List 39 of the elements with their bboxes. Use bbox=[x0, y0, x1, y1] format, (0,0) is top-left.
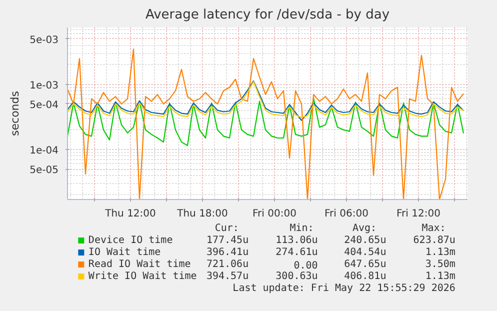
text: 647.65u bbox=[344, 259, 386, 270]
text: 3.50m bbox=[425, 259, 456, 270]
line-series bbox=[68, 97, 464, 146]
text: 300.63u bbox=[276, 271, 318, 282]
text: 274.61u bbox=[276, 247, 318, 258]
text: 113.06u bbox=[276, 235, 318, 246]
text: 177.45u bbox=[206, 235, 249, 246]
legend-label: Read IO Wait time bbox=[88, 259, 191, 270]
text: 1.13m bbox=[425, 271, 456, 282]
legend-label: Device IO time bbox=[88, 235, 173, 246]
text: 240.65u bbox=[344, 235, 386, 246]
text: Avg: bbox=[352, 223, 377, 234]
text: Max: bbox=[422, 223, 446, 234]
x-tick-label: Thu 12:00 bbox=[104, 208, 156, 220]
y-tick-label: 5e-04 bbox=[30, 100, 59, 111]
y-tick-label: 1e-04 bbox=[30, 145, 59, 156]
x-tick-label: Fri 12:00 bbox=[396, 208, 440, 220]
legend-label: Write IO Wait time bbox=[88, 271, 197, 282]
y-tick-label: 5e-03 bbox=[30, 34, 59, 46]
text: 406.81u bbox=[344, 271, 386, 282]
text: 0.00 bbox=[294, 260, 318, 272]
x-tick-label: Fri 00:00 bbox=[252, 208, 296, 220]
text: 396.41u bbox=[206, 247, 249, 258]
legend-label: IO Wait time bbox=[88, 247, 161, 258]
y-axis-title: seconds bbox=[8, 90, 22, 136]
line-series bbox=[68, 48, 464, 200]
y-tick-label: 1e-03 bbox=[30, 80, 59, 92]
text: Last update: Fri May 22 15:55:29 2026 bbox=[232, 283, 456, 294]
chart-title: Average latency for /dev/sda - by day bbox=[145, 8, 390, 22]
x-tick-label: Fri 06:00 bbox=[324, 208, 368, 220]
y-tick-label: 5e-05 bbox=[30, 165, 59, 176]
text: Min: bbox=[290, 223, 314, 234]
text: Cur: bbox=[214, 223, 239, 234]
text: 623.87u bbox=[413, 235, 456, 246]
text: 1.13m bbox=[425, 247, 456, 258]
text: 394.57u bbox=[206, 271, 249, 282]
text: 721.06u bbox=[206, 259, 249, 270]
text: 404.54u bbox=[344, 247, 386, 258]
x-tick-label: Thu 18:00 bbox=[176, 208, 228, 220]
